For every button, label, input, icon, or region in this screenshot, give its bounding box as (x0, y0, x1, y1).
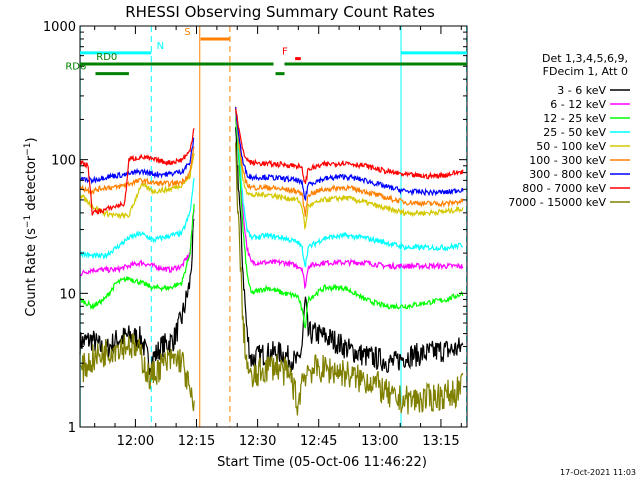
legend-header: Det 1,3,4,5,6,9, (542, 52, 628, 65)
series-line (235, 108, 464, 184)
flag-label: S (184, 27, 190, 38)
series-line (235, 116, 463, 268)
plot-area (79, 26, 468, 427)
series-line (79, 128, 195, 216)
series-line (79, 146, 195, 196)
series-line (235, 117, 464, 329)
series-line (79, 137, 195, 185)
series-line (80, 333, 195, 412)
footer-timestamp: 17-Oct-2021 11:03 (560, 468, 636, 477)
series-line (235, 142, 464, 416)
legend-entry-label: 100 - 300 keV (529, 154, 606, 167)
legend-entry-label: 300 - 800 keV (529, 168, 606, 181)
legend-entry-label: 12 - 25 keV (543, 112, 606, 125)
x-tick-label: 12:45 (300, 434, 337, 449)
flag-label: F (282, 47, 288, 58)
legend-entry-label: 50 - 100 keV (536, 140, 606, 153)
legend-entry-label: 7000 - 15000 keV (508, 196, 606, 209)
legend-header: FDecim 1, Att 0 (543, 65, 628, 78)
axes: 1 10 100 1000 12:00 12:15 12:30 12:45 13:00 13:15 (43, 20, 467, 449)
series-line (235, 106, 464, 202)
x-axis-label: Start Time (05-Oct-06 11:46:22) (217, 455, 427, 470)
flag-label: RD0 (96, 52, 117, 63)
x-tick-label: 12:15 (178, 434, 215, 449)
series-line (79, 203, 195, 311)
legend-entry-label: 25 - 50 keV (543, 126, 606, 139)
x-tick-label: 13:00 (361, 434, 398, 449)
series-line (235, 118, 464, 290)
x-tick-label: 12:00 (117, 434, 154, 449)
legend-entry-label: 800 - 7000 keV (522, 182, 606, 195)
series-line (79, 209, 195, 277)
series-line (79, 153, 195, 220)
y-tick-label: 1000 (43, 20, 76, 35)
series-line (235, 111, 464, 231)
legend-entry-label: 3 - 6 keV (557, 84, 606, 97)
series-line (235, 106, 464, 217)
y-tick-label: 10 (59, 287, 76, 302)
legend: Det 1,3,4,5,6,9,FDecim 1, Att 0 3 - 6 keV… (508, 52, 630, 209)
y-tick-label: 1 (68, 421, 76, 436)
y-axis-label: Count Rate (s−1 detector−1) (23, 137, 39, 316)
chart-title: RHESSI Observing Summary Count Rates (125, 3, 435, 21)
flag-label: RD6 (65, 62, 86, 73)
flag-bars: N S F RD0 RD6 (65, 27, 467, 76)
y-tick-label: 100 (51, 154, 76, 169)
series-line (79, 177, 195, 260)
legend-entry-label: 6 - 12 keV (550, 98, 606, 111)
series-line (235, 127, 464, 374)
x-tick-label: 12:30 (239, 434, 276, 449)
flag-label: N (157, 41, 164, 52)
x-tick-label: 13:15 (422, 434, 459, 449)
plot-frame (79, 25, 468, 428)
